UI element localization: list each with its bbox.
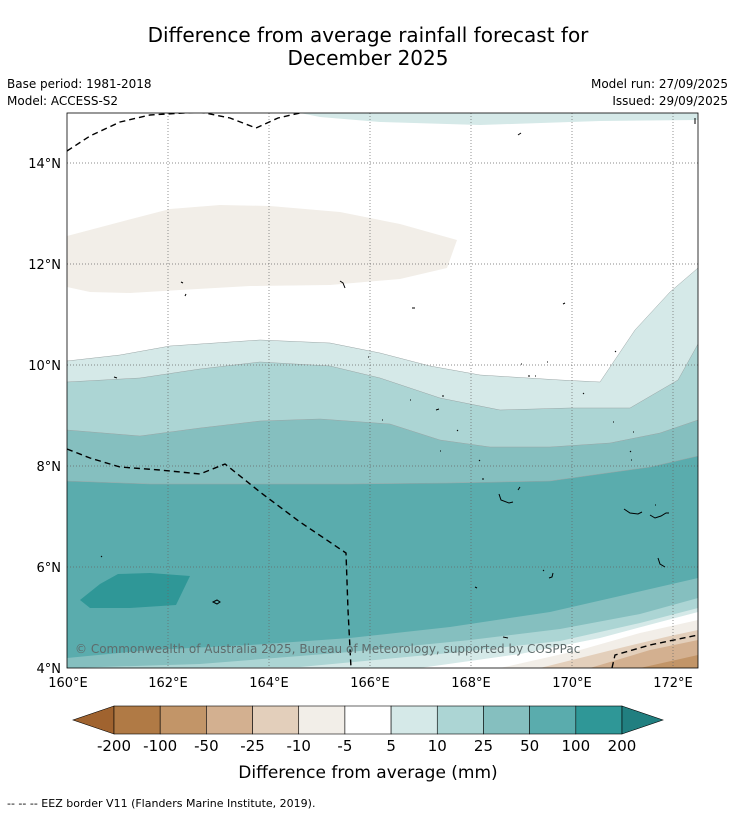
islands: [100, 118, 696, 639]
colorbar-tick-label: -5: [337, 737, 352, 755]
south-band-dry-3: [590, 640, 698, 668]
colorbar-segment: [252, 705, 300, 735]
lat-label-4n: 4°N: [37, 662, 62, 677]
colorbar-segment: [529, 705, 577, 735]
model-name: Model: ACCESS-S2: [7, 94, 119, 108]
lat-label-6n: 6°N: [37, 561, 62, 576]
colorbar-segment: [483, 705, 530, 735]
colorbar-tick-label: 25: [474, 737, 493, 755]
map-area: [67, 113, 698, 668]
colorbar-tick-label: -25: [240, 737, 265, 755]
lon-label-168e: 168°E: [451, 676, 491, 691]
lon-label-162e: 162°E: [148, 676, 188, 691]
colorbar-segment: [206, 705, 253, 735]
issued-date: Issued: 29/09/2025: [612, 94, 728, 108]
colorbar-segment: [390, 705, 438, 735]
lon-label-170e: 170°E: [552, 676, 592, 691]
south-band-dry-4: [640, 655, 698, 668]
lon-label-160e: 160°E: [48, 676, 88, 691]
wet-strip-north: [300, 113, 698, 125]
rainfall-map: 4°N 6°N 8°N 10°N 12°N 14°N 160°E 162°E 1…: [28, 112, 699, 783]
colorbar-tick-label: -10: [286, 737, 311, 755]
colorbar-segment: [575, 705, 623, 735]
contour-lines: [67, 267, 698, 485]
colorbar-segment: [159, 705, 207, 735]
colorbar-extend-high: [621, 705, 664, 735]
lat-label-10n: 10°N: [28, 359, 61, 374]
colorbar-segment: [298, 705, 346, 735]
colorbar-tick-label: 200: [608, 737, 637, 755]
lat-label-8n: 8°N: [37, 460, 62, 475]
colorbar-segment: [344, 705, 392, 735]
lat-label-12n: 12°N: [28, 258, 61, 273]
colorbar-tick-label: -100: [143, 737, 177, 755]
lon-label-172e: 172°E: [653, 676, 693, 691]
dry-region-north: [67, 205, 457, 293]
colorbar-extend-low: [72, 705, 115, 735]
eez-borders: [67, 113, 698, 668]
copyright-notice: © Commonwealth of Australia 2025, Bureau…: [75, 642, 580, 656]
graticule: [67, 113, 698, 668]
colorbar-tick-label: 100: [561, 737, 590, 755]
eez-footnote: -- -- -- EEZ border V11 (Flanders Marine…: [7, 797, 316, 810]
colorbar-tick-label: 50: [520, 737, 539, 755]
map-frame: [66, 112, 699, 669]
colorbar-tick-label: -200: [97, 737, 131, 755]
lon-label-164e: 164°E: [249, 676, 289, 691]
lon-label-166e: 166°E: [350, 676, 390, 691]
title-line-1: Difference from average rainfall forecas…: [147, 23, 589, 47]
base-period: Base period: 1981-2018: [7, 77, 152, 91]
title-line-2: December 2025: [287, 46, 449, 70]
colorbar-title: Difference from average (mm): [238, 763, 497, 783]
colorbar-tick-label: -50: [194, 737, 219, 755]
colorbar-segment: [436, 705, 484, 735]
lat-label-14n: 14°N: [28, 157, 61, 172]
colorbar-tick-label: 5: [386, 737, 396, 755]
model-run-date: Model run: 27/09/2025: [590, 77, 728, 91]
colorbar-segment: [113, 705, 161, 735]
colorbar-tick-label: 10: [428, 737, 447, 755]
wet-patch-100-200: [80, 573, 190, 608]
colorbar: -200 -100 -50 -25 -10 -5 5 10 25 50 100 200: [72, 705, 664, 755]
